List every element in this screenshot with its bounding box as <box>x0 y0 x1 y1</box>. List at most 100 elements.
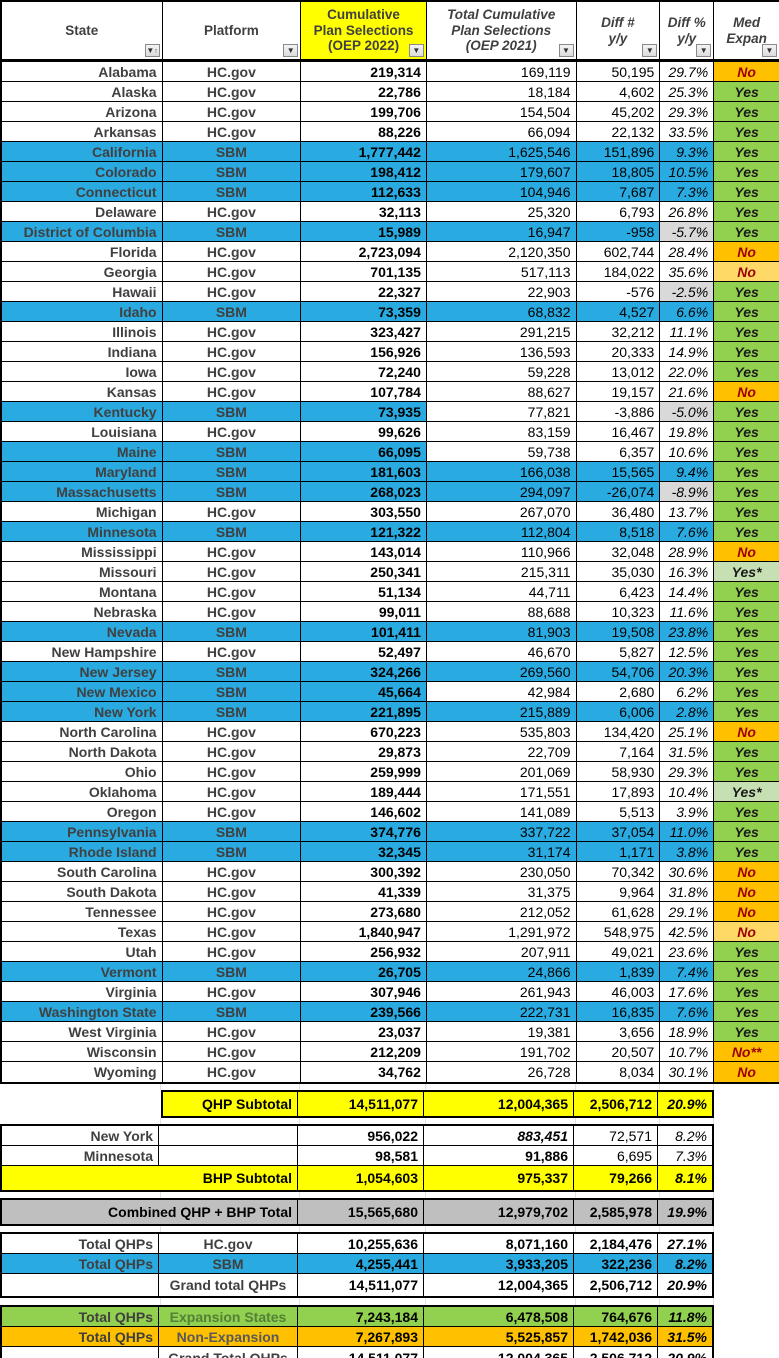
cell-diff-percent[interactable]: 30.6% <box>660 862 715 882</box>
cell-plan-selections-2021[interactable]: 12,979,702 <box>424 1200 574 1224</box>
cell-platform[interactable]: HC.gov <box>162 382 302 402</box>
cell-plan-selections-2021[interactable]: 201,069 <box>426 762 577 782</box>
cell-plan-selections-2021[interactable]: 2,120,350 <box>426 242 577 262</box>
cell-platform[interactable]: SBM <box>162 462 302 482</box>
cell-diff-number[interactable]: 17,893 <box>576 782 661 802</box>
cell-med-expansion[interactable]: Yes <box>714 682 779 702</box>
cell-diff-percent[interactable]: -8.9% <box>660 482 715 502</box>
cell-plan-selections-2021[interactable]: 59,738 <box>426 442 577 462</box>
cell-plan-selections-2022[interactable]: 29,873 <box>301 742 427 762</box>
cell-plan-selections-2022[interactable]: 701,135 <box>301 262 427 282</box>
cell-med-expansion[interactable]: Yes <box>714 1022 779 1042</box>
cell-diff-number[interactable]: 15,565 <box>576 462 661 482</box>
cell-plan-selections-2022[interactable]: 22,786 <box>301 82 427 102</box>
cell-platform[interactable]: HC.gov <box>162 722 302 742</box>
cell-plan-selections-2022[interactable]: 156,926 <box>301 342 427 362</box>
cell-med-expansion[interactable]: No <box>714 262 779 282</box>
cell-med-expansion[interactable]: Yes <box>714 422 779 442</box>
cell-diff-number[interactable]: 6,695 <box>574 1146 658 1166</box>
cell-plan-selections-2021[interactable]: 975,337 <box>424 1166 574 1190</box>
cell-plan-selections-2021[interactable]: 88,688 <box>426 602 577 622</box>
cell-state[interactable]: New Jersey <box>2 662 163 682</box>
cell-platform[interactable]: HC.gov <box>162 542 302 562</box>
cell-diff-percent[interactable]: 28.4% <box>660 242 715 262</box>
cell-state[interactable]: Alaska <box>2 82 163 102</box>
cell-state[interactable]: Missouri <box>2 562 163 582</box>
cell-platform[interactable]: SBM <box>162 182 302 202</box>
cell-diff-percent[interactable]: 12.5% <box>660 642 715 662</box>
cell-diff-percent[interactable]: 17.6% <box>660 982 715 1002</box>
cell-plan-selections-2021[interactable]: 1,291,972 <box>426 922 577 942</box>
cell-diff-number[interactable]: 8,034 <box>577 1062 661 1082</box>
cell-plan-selections-2021[interactable]: 267,070 <box>426 502 577 522</box>
cell-diff-number[interactable]: 6,793 <box>576 202 661 222</box>
cell-med-expansion[interactable]: No <box>714 542 779 562</box>
cell-state[interactable]: Indiana <box>2 342 163 362</box>
total-row-platform-label[interactable]: SBM <box>159 1254 298 1274</box>
cell-med-expansion[interactable]: No <box>714 242 779 262</box>
cell-plan-selections-2021[interactable]: 291,215 <box>426 322 577 342</box>
total-row-label[interactable]: Total QHPs <box>2 1234 159 1254</box>
cell-diff-number[interactable]: 36,480 <box>576 502 661 522</box>
cell-med-expansion[interactable]: Yes <box>714 222 779 242</box>
cell-plan-selections-2021[interactable]: 166,038 <box>426 462 577 482</box>
cell-diff-number[interactable]: 35,030 <box>576 562 661 582</box>
filter-icon[interactable]: ▼ <box>762 44 778 57</box>
cell-diff-percent[interactable]: 26.8% <box>660 202 715 222</box>
cell-diff-number[interactable]: 2,506,712 <box>574 1347 658 1358</box>
cell-diff-percent[interactable]: 18.9% <box>660 1022 715 1042</box>
cell-state[interactable]: Virginia <box>2 982 163 1002</box>
cell-diff-percent[interactable]: 7.6% <box>660 1002 715 1022</box>
cell-platform[interactable]: HC.gov <box>162 642 302 662</box>
cell-state[interactable]: Georgia <box>2 262 163 282</box>
cell-plan-selections-2022[interactable]: 32,113 <box>301 202 427 222</box>
cell-plan-selections-2022[interactable]: 45,664 <box>301 682 427 702</box>
cell-plan-selections-2022[interactable]: 72,240 <box>301 362 427 382</box>
cell-plan-selections-2022[interactable]: 374,776 <box>301 822 427 842</box>
cell-med-expansion[interactable]: Yes* <box>714 562 779 582</box>
cell-platform[interactable]: HC.gov <box>163 1062 302 1082</box>
cell-plan-selections-2022[interactable]: 101,411 <box>301 622 427 642</box>
cell-diff-number[interactable]: 548,975 <box>576 922 661 942</box>
cell-platform[interactable]: HC.gov <box>162 102 302 122</box>
cell-platform[interactable]: SBM <box>162 442 302 462</box>
cell-diff-number[interactable]: 134,420 <box>576 722 661 742</box>
cell-platform[interactable]: HC.gov <box>162 602 302 622</box>
cell-diff-percent[interactable]: 42.5% <box>660 922 715 942</box>
cell-platform[interactable]: HC.gov <box>162 62 302 82</box>
cell-plan-selections-2022[interactable]: 189,444 <box>301 782 427 802</box>
cell-platform[interactable]: HC.gov <box>162 82 302 102</box>
cell-med-expansion[interactable]: Yes <box>714 342 779 362</box>
column-header-diff-number[interactable]: Diff # y/y ▼ <box>576 2 661 60</box>
cell-plan-selections-2021[interactable]: 22,903 <box>426 282 577 302</box>
cell-state[interactable]: Maine <box>2 442 163 462</box>
cell-plan-selections-2022[interactable]: 51,134 <box>301 582 427 602</box>
cell-plan-selections-2021[interactable]: 337,722 <box>426 822 577 842</box>
column-header-oep2022[interactable]: Cumulative Plan Selections (OEP 2022) ▼ <box>301 2 427 60</box>
cell-platform[interactable]: HC.gov <box>162 762 302 782</box>
cell-platform[interactable]: SBM <box>162 402 302 422</box>
cell-plan-selections-2022[interactable]: 181,603 <box>301 462 427 482</box>
cell-platform[interactable]: HC.gov <box>162 562 302 582</box>
cell-plan-selections-2022[interactable]: 15,989 <box>301 222 427 242</box>
cell-plan-selections-2022[interactable]: 121,322 <box>301 522 427 542</box>
cell-state[interactable]: California <box>2 142 163 162</box>
cell-diff-number[interactable]: 46,003 <box>576 982 661 1002</box>
cell-platform[interactable]: HC.gov <box>162 742 302 762</box>
total-row-platform-label[interactable]: Non-Expansion <box>159 1327 298 1347</box>
cell-plan-selections-2021[interactable]: 215,311 <box>426 562 577 582</box>
cell-diff-number[interactable]: 8,518 <box>576 522 661 542</box>
cell-plan-selections-2022[interactable]: 32,345 <box>301 842 427 862</box>
cell-platform[interactable]: HC.gov <box>162 802 302 822</box>
cell-platform[interactable]: HC.gov <box>162 242 302 262</box>
cell-diff-number[interactable]: -3,886 <box>576 402 661 422</box>
cell-plan-selections-2022[interactable]: 99,626 <box>301 422 427 442</box>
cell-med-expansion[interactable]: Yes <box>714 822 779 842</box>
cell-plan-selections-2022[interactable]: 73,359 <box>301 302 427 322</box>
column-header-med-expansion[interactable]: Med Expan ▼ <box>714 2 779 60</box>
cell-plan-selections-2022[interactable]: 15,565,680 <box>298 1200 424 1224</box>
cell-diff-percent[interactable]: 9.4% <box>660 462 715 482</box>
cell-plan-selections-2021[interactable]: 88,627 <box>426 382 577 402</box>
cell-state[interactable]: Pennsylvania <box>2 822 163 842</box>
cell-plan-selections-2021[interactable]: 12,004,365 <box>424 1274 574 1296</box>
